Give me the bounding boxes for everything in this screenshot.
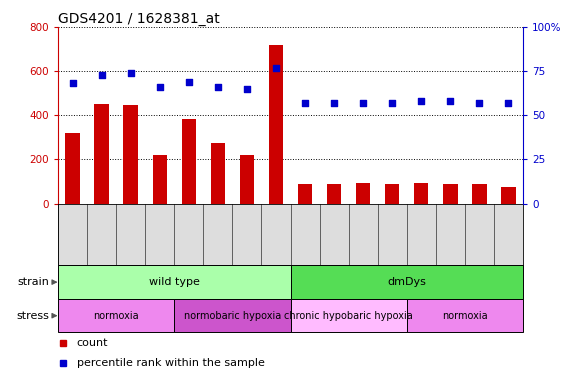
Bar	[58, 265, 290, 299]
Text: stress: stress	[16, 311, 49, 321]
Text: dmDys: dmDys	[388, 277, 426, 287]
Bar	[239, 155, 254, 204]
Point	[475, 100, 484, 106]
Bar	[181, 119, 196, 204]
Point	[68, 80, 77, 86]
Text: percentile rank within the sample: percentile rank within the sample	[77, 358, 264, 368]
Point	[126, 70, 135, 76]
Point	[184, 79, 193, 85]
Bar	[65, 133, 80, 204]
Bar	[327, 184, 342, 204]
Point	[271, 65, 281, 71]
Text: normobaric hypoxia: normobaric hypoxia	[184, 311, 281, 321]
Point	[329, 100, 339, 106]
Text: GDS4201 / 1628381_at: GDS4201 / 1628381_at	[58, 12, 220, 26]
Point	[155, 84, 164, 90]
Text: normoxia: normoxia	[94, 311, 139, 321]
Text: wild type: wild type	[149, 277, 200, 287]
Bar	[58, 299, 174, 333]
Bar	[152, 155, 167, 204]
Text: strain: strain	[17, 277, 49, 287]
Point	[97, 71, 106, 78]
Point	[504, 100, 513, 106]
Bar	[385, 184, 399, 204]
Bar	[290, 265, 523, 299]
Bar	[443, 184, 458, 204]
Bar	[414, 182, 428, 204]
Bar	[472, 184, 486, 204]
Bar	[94, 104, 109, 204]
Point	[417, 98, 426, 104]
Point	[213, 84, 223, 90]
Text: count: count	[77, 338, 108, 348]
Bar	[123, 105, 138, 204]
Point	[300, 100, 310, 106]
Point	[242, 86, 252, 92]
Bar	[356, 182, 371, 204]
Bar	[210, 143, 225, 204]
Point	[388, 100, 397, 106]
Text: chronic hypobaric hypoxia: chronic hypobaric hypoxia	[284, 311, 413, 321]
Bar	[268, 45, 283, 204]
Bar	[407, 299, 523, 333]
Bar	[501, 187, 516, 204]
Text: normoxia: normoxia	[442, 311, 487, 321]
Bar	[174, 299, 290, 333]
Point	[446, 98, 455, 104]
Bar	[290, 299, 407, 333]
Bar	[297, 184, 313, 204]
Point	[358, 100, 368, 106]
